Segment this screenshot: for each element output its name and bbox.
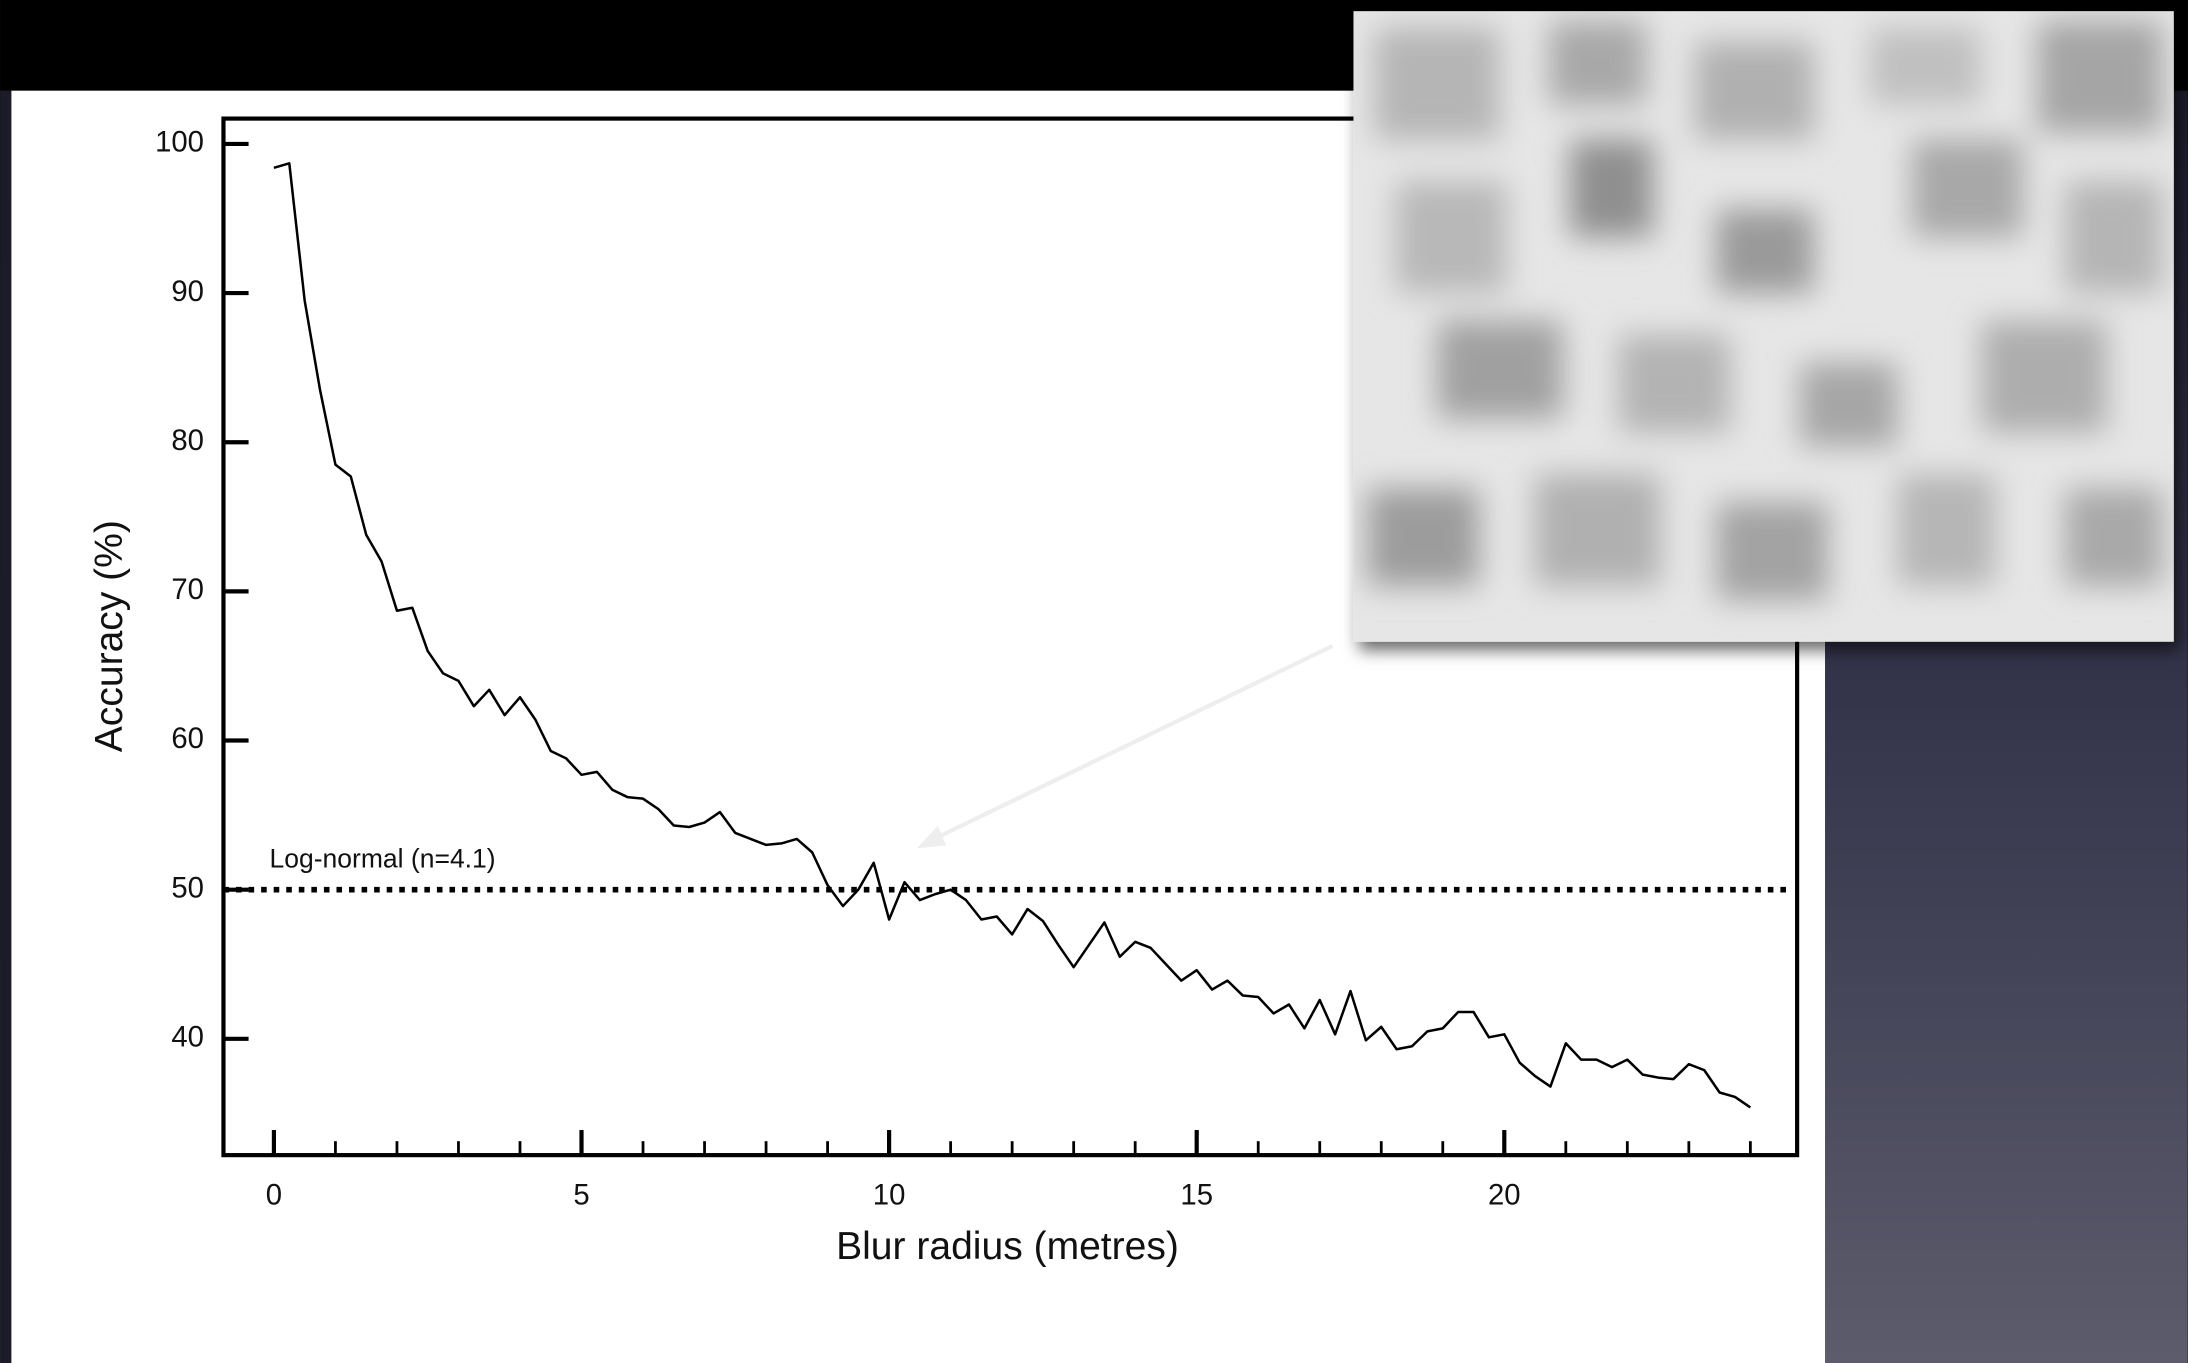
arrow-shaft: [931, 644, 1334, 842]
inset-image: [1367, 20, 2163, 600]
left-strip: [0, 90, 12, 1363]
y-tick-label: 90: [171, 275, 204, 308]
data-line: [273, 162, 1752, 1109]
x-axis-label: Blur radius (metres): [836, 1225, 1179, 1268]
y-tick-label: 60: [171, 722, 204, 755]
block: [2037, 20, 2163, 133]
y-axis-label: Accuracy (%): [88, 520, 131, 752]
block: [1374, 27, 1500, 140]
reference-label: Log-normal (n=4.1): [270, 843, 496, 873]
block: [1695, 41, 1814, 140]
block: [1897, 474, 1996, 586]
block: [2064, 488, 2163, 586]
x-tick-label: 10: [873, 1179, 906, 1212]
block: [1981, 320, 2107, 433]
block: [1548, 20, 1647, 105]
block: [1367, 488, 1480, 586]
block: [1395, 181, 1507, 293]
block: [1618, 334, 1731, 433]
y-tick-label: 70: [171, 573, 204, 606]
block: [1437, 320, 1563, 419]
y-tick-label: 40: [171, 1021, 204, 1054]
plot-area: 40 50 60 70 80 90 100 0 5 10 15 20 Log-normal (n=4.1…: [155, 126, 1789, 1212]
block: [1534, 474, 1661, 586]
y-tick-label: 50: [171, 871, 204, 904]
x-tick-label: 5: [573, 1179, 589, 1212]
x-tick-label: 20: [1488, 1179, 1521, 1212]
x-tick-label: 15: [1180, 1179, 1213, 1212]
block: [1869, 27, 1982, 105]
block: [1799, 362, 1898, 447]
y-tick-label: 100: [155, 126, 204, 159]
block: [1716, 209, 1814, 293]
blurred-map-inset: [1353, 11, 2174, 642]
x-tick-label: 0: [266, 1179, 282, 1212]
block: [1716, 502, 1828, 600]
y-tick-label: 80: [171, 424, 204, 457]
blurred-blocks: [1367, 20, 2163, 600]
block: [1569, 139, 1654, 238]
block: [1911, 139, 2024, 238]
block: [2064, 181, 2163, 293]
arrow-head: [916, 825, 947, 849]
